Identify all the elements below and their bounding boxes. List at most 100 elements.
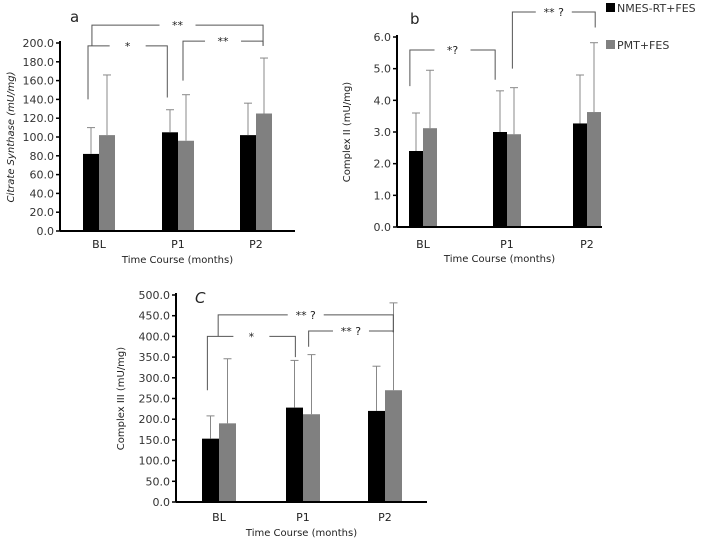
bracket-left [87, 45, 110, 100]
y-tick-label: 450.0 [139, 310, 171, 323]
significance-label: *? [447, 44, 459, 57]
y-tick-label: 0.0 [37, 225, 55, 238]
bracket-right [145, 45, 168, 98]
bar-pmt-fes-bl [423, 128, 437, 227]
bracket-right [323, 314, 394, 333]
y-tick-label: 5.0 [374, 63, 392, 76]
y-tick-label: 180.0 [23, 56, 55, 69]
x-tick-label: P1 [296, 511, 310, 524]
panel-label: C [195, 289, 206, 307]
bar-nmes-rt-fes-bl [409, 151, 423, 227]
x-tick-label: BL [92, 238, 107, 251]
significance-bracket: ** [182, 35, 264, 81]
y-tick-label: 60.0 [30, 169, 55, 182]
bracket-left [511, 11, 536, 69]
bar-nmes-rt-fes-p2 [240, 135, 256, 231]
y-tick-label: 4.0 [374, 94, 392, 107]
y-tick-label: 100.0 [23, 131, 55, 144]
bracket-left [182, 40, 206, 81]
bracket-left [91, 24, 160, 46]
bar-nmes-rt-fes-bl [202, 438, 219, 502]
bracket-left [206, 335, 234, 391]
significance-label: ** ? [296, 309, 316, 322]
bracket-right [269, 335, 296, 358]
y-tick-label: 500.0 [139, 289, 171, 302]
y-tick-label: 140.0 [23, 93, 55, 106]
significance-bracket: * [87, 40, 168, 100]
y-tick-label: 6.0 [374, 31, 392, 44]
panel-label: b [410, 10, 420, 28]
x-axis-title: Time Course (months) [443, 254, 555, 265]
x-tick-label: BL [416, 238, 431, 251]
legend-label-nmes: NMES-RT+FES [617, 2, 696, 15]
x-tick-label: P1 [500, 238, 514, 251]
y-tick-label: 3.0 [374, 126, 392, 139]
bar-pmt-fes-p2 [256, 113, 272, 231]
y-tick-label: 160.0 [23, 75, 55, 88]
x-tick-label: P1 [171, 238, 185, 251]
x-tick-label: P2 [580, 238, 594, 251]
x-axis-title: Time Course (months) [121, 255, 233, 266]
x-tick-label: BL [212, 511, 227, 524]
y-tick-label: 20.0 [30, 206, 55, 219]
significance-bracket: ** [91, 19, 264, 46]
bar-pmt-fes-p2 [587, 112, 601, 227]
significance-bracket: ** ? [511, 6, 596, 69]
significance-bracket: *? [409, 44, 496, 87]
bar-nmes-rt-fes-p1 [162, 132, 178, 231]
significance-label: ** [218, 35, 230, 48]
bar-pmt-fes-p1 [303, 414, 320, 502]
y-tick-label: 0.0 [153, 496, 171, 509]
y-axis-title: Complex III (mU/mg) [116, 347, 127, 450]
bracket-left [308, 330, 333, 347]
y-axis-title: Citrate Synthase (mU/mg) [6, 71, 17, 202]
bracket-left [217, 314, 288, 337]
y-tick-label: 40.0 [30, 187, 55, 200]
y-tick-label: 120.0 [23, 112, 55, 125]
y-tick-label: 150.0 [139, 434, 171, 447]
legend-swatch-pmt [606, 40, 615, 49]
y-tick-label: 80.0 [30, 150, 55, 163]
bar-nmes-rt-fes-p2 [573, 123, 587, 227]
x-tick-label: P2 [378, 511, 392, 524]
y-tick-label: 200.0 [139, 413, 171, 426]
y-tick-label: 2.0 [374, 158, 392, 171]
bracket-right [470, 49, 496, 80]
bar-nmes-rt-fes-bl [83, 153, 99, 231]
panel-label: a [70, 8, 79, 26]
significance-bracket: ** ? [217, 309, 394, 337]
y-tick-label: 200.0 [23, 37, 55, 50]
y-axis-title: Complex II (mU/mg) [342, 82, 353, 183]
x-tick-label: P2 [249, 238, 263, 251]
y-tick-label: 350.0 [139, 351, 171, 364]
bar-pmt-fes-bl [219, 423, 236, 502]
significance-label: * [125, 40, 131, 53]
bracket-right [195, 24, 264, 46]
x-axis-title: Time Course (months) [245, 528, 357, 539]
bracket-left [409, 49, 435, 87]
bracket-right [571, 11, 596, 28]
legend-label-pmt: PMT+FES [617, 39, 669, 52]
significance-label: ** ? [341, 325, 361, 338]
significance-bracket: ** ? [308, 325, 394, 347]
bracket-right [241, 40, 264, 46]
y-tick-label: 400.0 [139, 330, 171, 343]
bar-pmt-fes-bl [99, 135, 115, 231]
panel-a: a 0.0 20.0 40.0 60.0 80.0 100.0 120.0 140.0 160.0… [6, 8, 295, 266]
y-tick-label: 300.0 [139, 372, 171, 385]
panel-c: C 0.0 50.0 100.0 150.0 200.0 250.0 300.0 350.0 40… [116, 289, 427, 539]
bracket-right [368, 330, 394, 333]
bar-pmt-fes-p1 [507, 134, 521, 227]
y-tick-label: 0.0 [374, 221, 392, 234]
panel-b: b 0.0 1.0 2.0 3.0 4.0 5.0 6.0 BL P1 P2 Time Course … [342, 6, 602, 265]
bar-nmes-rt-fes-p1 [286, 407, 303, 502]
significance-bracket: * [206, 330, 296, 391]
y-tick-label: 1.0 [374, 189, 392, 202]
significance-label: * [249, 330, 255, 343]
legend: NMES-RT+FES PMT+FES [606, 2, 696, 52]
bar-pmt-fes-p1 [178, 140, 194, 231]
bar-nmes-rt-fes-p2 [368, 410, 385, 502]
bar-pmt-fes-p2 [385, 390, 402, 502]
significance-label: ** ? [544, 6, 564, 19]
